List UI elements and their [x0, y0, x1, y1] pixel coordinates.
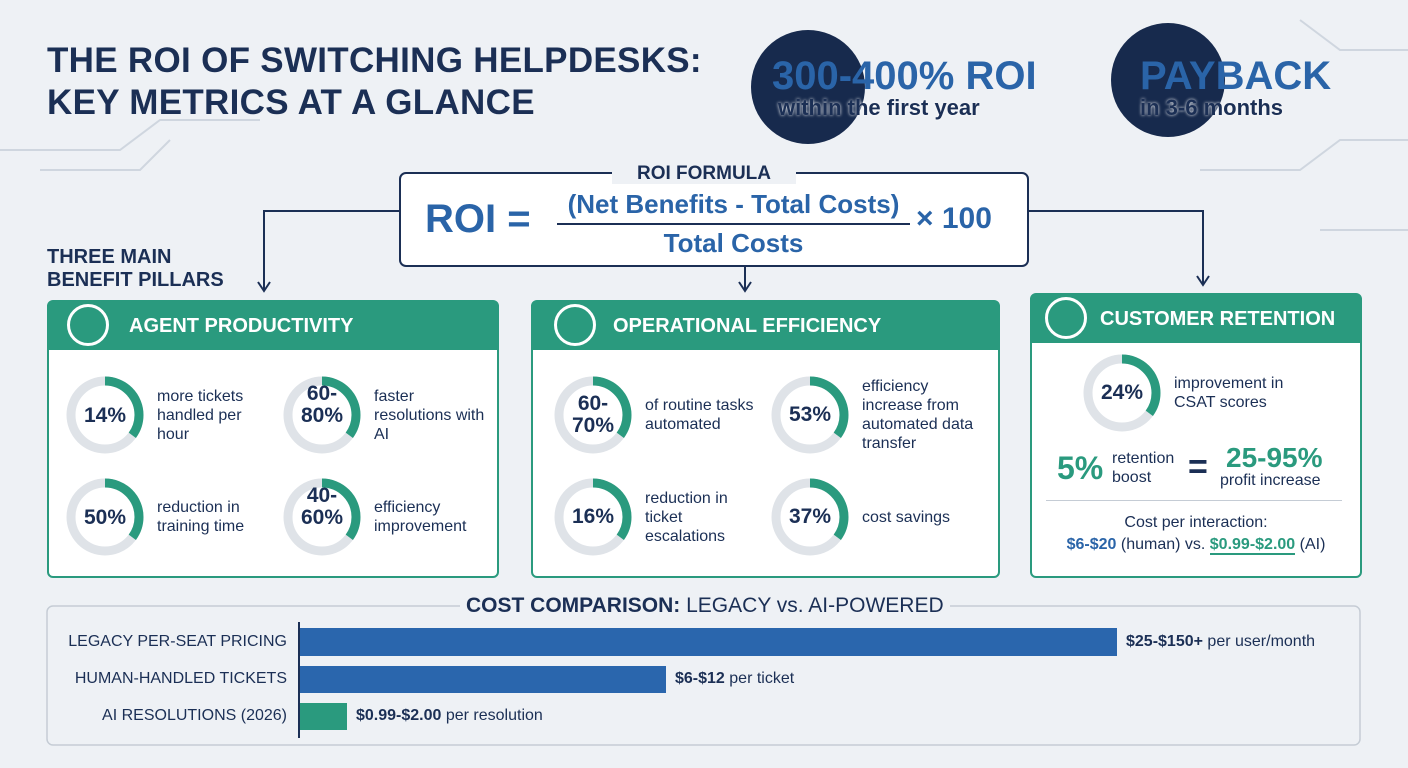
- profit-text: profit increase: [1220, 472, 1321, 489]
- cost-title-bold: COST COMPARISON:: [466, 594, 681, 617]
- ring: [283, 478, 361, 556]
- price: $6-$12: [675, 670, 725, 687]
- ring-arc: [283, 376, 361, 454]
- human-cost: $6-$20: [1066, 536, 1117, 553]
- formula-label: ROI FORMULA: [636, 163, 772, 184]
- formula-multiplier: × 100: [916, 202, 992, 235]
- metric-value: 40-60%: [300, 484, 344, 529]
- cost-title: COST COMPARISON: LEGACY vs. AI-POWERED: [460, 594, 950, 618]
- badge-value: 300-400% ROI: [772, 54, 1037, 98]
- unit: per ticket: [729, 670, 795, 687]
- human-text: (human) vs.: [1120, 536, 1206, 553]
- ring-arc: [283, 478, 361, 556]
- metric-text: reduction in ticket escalations: [645, 489, 728, 545]
- metric-value: 37%: [788, 505, 832, 528]
- metric-text: efficiency improvement: [374, 499, 467, 535]
- price: $0.99-$2.00: [356, 707, 442, 724]
- pillar-panel: OPERATIONAL EFFICIENCY: [531, 300, 1000, 578]
- pillars-label: THREE MAIN BENEFIT PILLARS: [47, 246, 224, 291]
- header-icon: [1045, 297, 1087, 339]
- badge-caption: within the first year: [778, 95, 980, 120]
- metric-text: efficiency increase from automated data …: [862, 378, 974, 452]
- price: $25-$150+: [1126, 633, 1203, 650]
- ring: [1083, 354, 1161, 432]
- cost-line: $6-$20 (human) vs. $0.99-$2.00 (AI): [1030, 536, 1362, 555]
- ai-cost: $0.99-$2.00: [1209, 536, 1296, 555]
- cost-title-rest: LEGACY vs. AI-POWERED: [686, 594, 944, 617]
- badge-value: PAYBACK: [1140, 54, 1332, 98]
- row-label: HUMAN-HANDLED TICKETS: [74, 670, 287, 687]
- row-price: $25-$150+ per user/month: [1126, 633, 1315, 651]
- row-price: $0.99-$2.00 per resolution: [356, 707, 543, 725]
- metric-text: faster resolutions with AI: [374, 387, 485, 443]
- panel-title: AGENT PRODUCTIVITY: [49, 302, 497, 350]
- ring-arc: [554, 478, 632, 556]
- boost-value: 5%: [1057, 450, 1104, 486]
- header-icon: [67, 304, 109, 346]
- metric-value: 16%: [571, 505, 615, 528]
- row-label: AI RESOLUTIONS (2026): [102, 707, 287, 724]
- metric-value: 24%: [1100, 381, 1144, 404]
- header-icon: [554, 304, 596, 346]
- ring: [66, 478, 144, 556]
- formula-denominator: Total Costs: [663, 228, 804, 258]
- cost-bar: [300, 666, 666, 693]
- ring-arc: [66, 376, 144, 454]
- ring: [554, 478, 632, 556]
- metric-text: improvement in CSAT scores: [1174, 375, 1284, 411]
- row-price: $6-$12 per ticket: [675, 670, 794, 688]
- ring-arc: [771, 478, 849, 556]
- cost-label: Cost per interaction:: [1124, 514, 1268, 531]
- title-line: THE ROI OF SWITCHING HELPDESKS:: [47, 41, 702, 80]
- profit-value: 25-95%: [1226, 442, 1323, 473]
- ring-arc: [554, 376, 632, 454]
- pillar-panel: AGENT PRODUCTIVITY: [47, 300, 499, 578]
- metric-text: cost savings: [862, 508, 951, 526]
- circuit-lines: [0, 19, 1408, 231]
- ring: [283, 376, 361, 454]
- formula-lhs: ROI =: [425, 197, 531, 241]
- equals: =: [1188, 448, 1208, 486]
- formula-label-bg: [612, 162, 796, 184]
- cost-bar: [300, 703, 347, 730]
- metric-text: of routine tasks automated: [645, 397, 754, 433]
- panel-title: OPERATIONAL EFFICIENCY: [533, 302, 998, 350]
- ring: [771, 376, 849, 454]
- metric-value: 60-70%: [571, 392, 615, 437]
- boost-text: retention boost: [1112, 450, 1175, 486]
- title: THE ROI OF SWITCHING HELPDESKS: KEY METRI…: [47, 40, 702, 124]
- metric-value: 53%: [788, 403, 832, 426]
- title-line: KEY METRICS AT A GLANCE: [47, 83, 535, 122]
- ring: [771, 478, 849, 556]
- badge-circle: [751, 30, 865, 144]
- metric-value: 50%: [83, 506, 127, 529]
- ring: [554, 376, 632, 454]
- ring-arc: [66, 478, 144, 556]
- metric-text: reduction in training time: [157, 499, 245, 535]
- formula-numerator: (Net Benefits - Total Costs): [567, 189, 900, 219]
- metric-value: 14%: [83, 404, 127, 427]
- ring-arc: [1083, 354, 1161, 432]
- divider: [1046, 500, 1342, 501]
- connectors: [257, 210, 1210, 293]
- row-label: LEGACY PER-SEAT PRICING: [68, 633, 287, 650]
- ring-arc: [771, 376, 849, 454]
- badge-caption: in 3-6 months: [1140, 95, 1284, 120]
- cost-bar: [300, 628, 1117, 656]
- badge-circle: [1111, 23, 1225, 137]
- unit: per resolution: [445, 707, 543, 724]
- ring: [66, 376, 144, 454]
- metric-value: 60-80%: [300, 382, 344, 427]
- metric-text: more tickets handled per hour: [157, 387, 244, 443]
- ai-text: (AI): [1299, 536, 1326, 553]
- unit: per user/month: [1207, 633, 1316, 650]
